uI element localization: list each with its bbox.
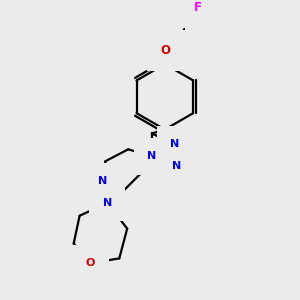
Text: O: O (86, 258, 95, 268)
Text: N: N (172, 161, 182, 171)
Text: F: F (200, 16, 208, 29)
Text: N: N (147, 151, 157, 161)
Text: N: N (170, 140, 179, 149)
Text: O: O (161, 44, 171, 57)
Text: N: N (103, 198, 112, 208)
Text: N: N (98, 176, 107, 186)
Text: F: F (194, 1, 202, 14)
